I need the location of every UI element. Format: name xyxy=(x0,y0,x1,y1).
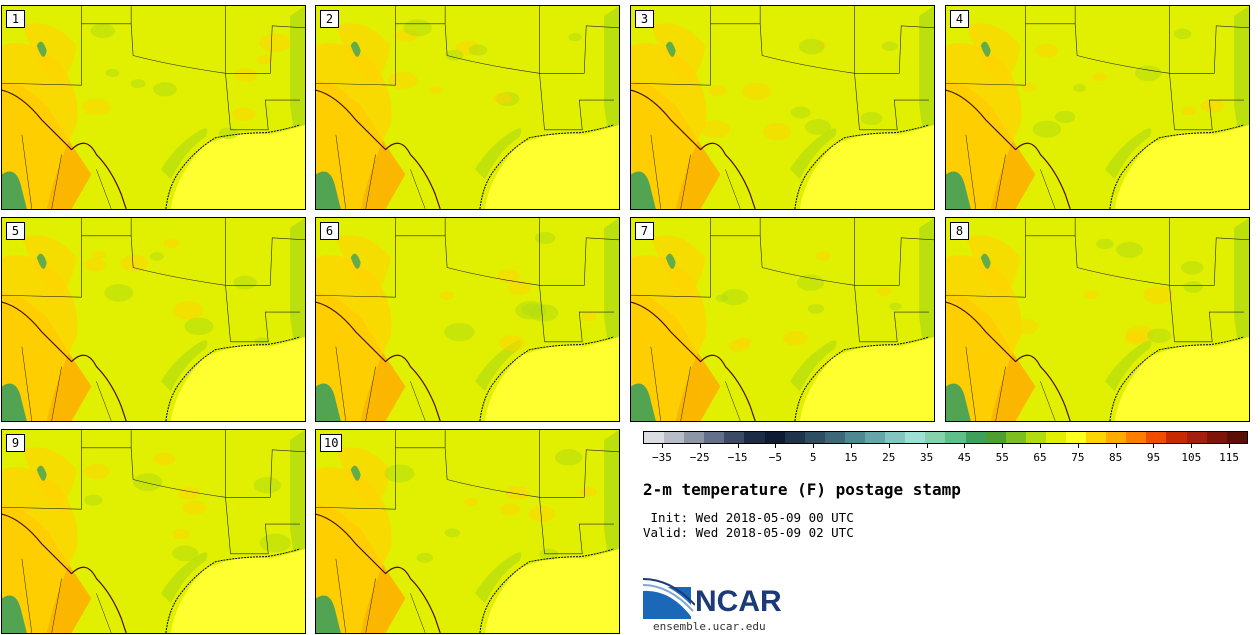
colorbar-tick xyxy=(1115,444,1117,448)
panel-number: 9 xyxy=(6,434,25,452)
colorbar-tick-label: −15 xyxy=(727,451,748,464)
panel-number: 10 xyxy=(320,434,343,452)
colorbar-segment xyxy=(1065,432,1087,443)
colorbar-segment xyxy=(764,432,785,443)
colorbar-tick xyxy=(1191,444,1193,448)
colorbar-tick xyxy=(1077,444,1079,448)
panel-number: 1 xyxy=(6,10,25,28)
colorbar-tick-label: 105 xyxy=(1181,451,1202,464)
colorbar-tick xyxy=(1153,444,1155,448)
colorbar-tick-label: −5 xyxy=(768,451,782,464)
colorbar-segment xyxy=(1005,432,1026,443)
colorbar-tick-label: −35 xyxy=(651,451,672,464)
colorbar-segment xyxy=(965,432,986,443)
panel-number: 6 xyxy=(320,222,339,240)
colorbar-segment xyxy=(704,432,725,443)
colorbar-tick xyxy=(888,444,890,448)
colorbar-tick-label: 65 xyxy=(1033,451,1047,464)
colorbar-tick-label: 25 xyxy=(882,451,896,464)
colorbar-segment xyxy=(985,432,1006,443)
colorbar-tick xyxy=(1229,444,1231,448)
postage-stamp-panel-6: 6 xyxy=(315,217,620,422)
postage-stamp-panel-1: 1 xyxy=(1,5,306,210)
postage-stamp-panel-5: 5 xyxy=(1,217,306,422)
colorbar-tick-label: 45 xyxy=(957,451,972,464)
colorbar-segment xyxy=(885,432,906,443)
init-time: Init: Wed 2018-05-09 00 UTC xyxy=(643,510,854,525)
panel-number: 4 xyxy=(950,10,969,28)
colorbar-segment xyxy=(945,432,966,443)
colorbar-segment xyxy=(1126,432,1147,443)
ncar-swoosh-icon xyxy=(643,578,695,619)
colorbar-segment xyxy=(724,432,745,443)
colorbar-tick xyxy=(1002,444,1004,448)
colorbar-tick-label: 15 xyxy=(844,451,858,464)
colorbar-tick xyxy=(661,444,663,448)
colorbar-tick xyxy=(699,444,701,448)
colorbar-segment xyxy=(784,432,805,443)
colorbar-tick-label: 35 xyxy=(919,451,934,464)
panel-number: 3 xyxy=(635,10,654,28)
colorbar-segment xyxy=(1106,432,1127,443)
colorbar-tick xyxy=(737,444,739,448)
colorbar-tick-label: 5 xyxy=(809,451,817,464)
postage-stamp-panel-10: 10 xyxy=(315,429,620,634)
colorbar-tick xyxy=(964,444,966,448)
colorbar-tick-label: −25 xyxy=(689,451,710,464)
colorbar-segment xyxy=(905,432,926,443)
colorbar-tick xyxy=(775,444,777,448)
ncar-wordmark: NCAR xyxy=(695,585,782,618)
colorbar-segment xyxy=(1166,432,1187,443)
colorbar-segment xyxy=(664,432,685,443)
postage-stamp-panel-3: 3 xyxy=(630,5,935,210)
colorbar-segment xyxy=(1146,432,1167,443)
colorbar-segment xyxy=(865,432,886,443)
postage-stamp-panel-9: 9 xyxy=(1,429,306,634)
panel-number: 5 xyxy=(6,222,25,240)
colorbar-segment xyxy=(804,432,825,443)
site-url: ensemble.ucar.edu xyxy=(653,620,766,633)
colorbar-ticks: −35 −25 −15 −5 5 15 25 35 45 55 65 75 85 95 105 115 xyxy=(643,444,1248,464)
panel-number: 7 xyxy=(635,222,654,240)
colorbar-segment xyxy=(1025,432,1046,443)
colorbar-tick-label: 115 xyxy=(1219,451,1240,464)
colorbar-tick-label: 55 xyxy=(995,451,1009,464)
colorbar-tick xyxy=(813,444,815,448)
colorbar-tick xyxy=(850,444,852,448)
colorbar-tick-label: 75 xyxy=(1071,451,1085,464)
colorbar-segment xyxy=(824,432,845,443)
postage-stamp-panel-8: 8 xyxy=(945,217,1250,422)
colorbar-segment xyxy=(844,432,866,443)
ncar-logo: NCAR xyxy=(643,577,793,622)
colorbar-segment xyxy=(1086,432,1107,443)
colorbar-tick xyxy=(1040,444,1042,448)
colorbar-segment xyxy=(684,432,705,443)
plot-title: 2-m temperature (F) postage stamp xyxy=(643,480,961,499)
colorbar-segment xyxy=(744,432,765,443)
valid-time: Valid: Wed 2018-05-09 02 UTC xyxy=(643,525,854,540)
colorbar-segment xyxy=(644,432,665,443)
colorbar-tick-label: 85 xyxy=(1109,451,1123,464)
panel-number: 8 xyxy=(950,222,969,240)
postage-stamp-panel-7: 7 xyxy=(630,217,935,422)
colorbar-segment xyxy=(1226,432,1247,443)
postage-stamp-panel-2: 2 xyxy=(315,5,620,210)
colorbar-tick xyxy=(926,444,928,448)
colorbar-tick-label: 95 xyxy=(1146,451,1161,464)
postage-stamp-panel-4: 4 xyxy=(945,5,1250,210)
panel-number: 2 xyxy=(320,10,339,28)
temperature-colorbar xyxy=(643,431,1248,444)
colorbar-segment xyxy=(1206,432,1227,443)
colorbar-segment xyxy=(1045,432,1066,443)
colorbar-segment xyxy=(925,432,946,443)
colorbar-segment xyxy=(1186,432,1207,443)
